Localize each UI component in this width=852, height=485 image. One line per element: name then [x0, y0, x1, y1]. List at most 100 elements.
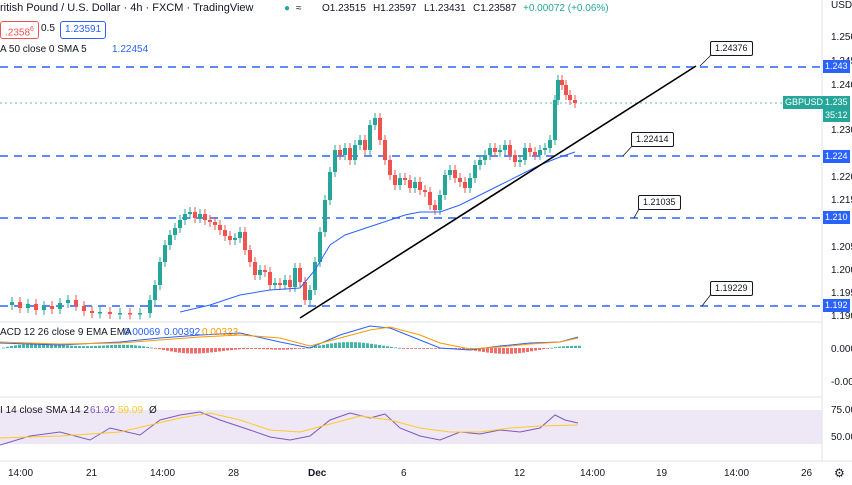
candle-body — [328, 172, 332, 200]
trend-line — [299, 65, 697, 319]
gear-icon[interactable]: ⚙ — [834, 466, 845, 480]
macd-bar — [578, 345, 581, 348]
support-resistance-lines — [0, 66, 822, 307]
macd-bar — [186, 348, 189, 354]
candle-body — [543, 148, 547, 150]
last-price-tag: 1.235 — [823, 96, 850, 109]
macd-bar — [182, 348, 185, 354]
macd-bar — [434, 348, 437, 349]
candle-body — [518, 160, 522, 162]
rsi-label[interactable]: I 14 close SMA 14 2 — [0, 405, 89, 416]
candle-body — [18, 302, 22, 308]
time-tick: 14:00 — [8, 468, 34, 479]
candle-body — [198, 214, 202, 218]
sell-button[interactable]: .23586 — [0, 21, 39, 39]
macd-bar — [230, 348, 233, 351]
callout-1[interactable]: 1.24376 — [710, 41, 753, 56]
sma-line — [179, 151, 576, 313]
candle-body — [538, 150, 542, 155]
macd-bar — [190, 348, 193, 354]
candle-body — [238, 232, 242, 238]
rsi-axis-tick: 75.00 — [831, 405, 852, 416]
buy-button[interactable]: 1.23591 — [60, 21, 107, 39]
candle-body — [193, 212, 197, 218]
candle-body — [468, 178, 472, 188]
macd-bar — [342, 342, 345, 348]
macd-bar — [354, 342, 357, 348]
candle-body — [173, 228, 177, 235]
macd-bar — [250, 348, 253, 349]
macd-bar — [394, 347, 397, 349]
candle-body — [378, 118, 382, 140]
price-tick: 1.205 — [831, 242, 852, 253]
rsi-axis-tick: 50.00 — [831, 432, 852, 443]
macd-bar — [238, 348, 241, 350]
macd-bar — [510, 348, 513, 354]
candle-body — [108, 312, 112, 314]
candle-body — [323, 200, 327, 232]
macd-bar — [274, 348, 277, 350]
green-circle-icon: ● — [284, 3, 291, 14]
macd-bar — [258, 348, 261, 350]
candle-body — [168, 235, 172, 245]
candle-body — [293, 268, 297, 287]
candle-body — [443, 175, 447, 195]
rsi-value-1: 61.92 — [90, 405, 116, 416]
macd-bar — [302, 348, 305, 349]
signal-line — [0, 326, 579, 350]
macd-bar — [162, 348, 165, 350]
candle-body — [183, 214, 187, 220]
callout-2[interactable]: 1.22414 — [631, 132, 674, 147]
macd-bar — [438, 348, 441, 349]
time-tick: 19 — [656, 468, 668, 479]
macd-bar — [22, 344, 25, 348]
candle-body — [358, 140, 362, 145]
price-tick: 1.240 — [831, 80, 852, 91]
macd-bar — [174, 348, 177, 353]
callout-4[interactable]: 1.19229 — [710, 281, 753, 296]
macd-bar — [106, 345, 109, 348]
candle-body — [564, 85, 568, 95]
macd-bar — [298, 348, 301, 349]
macd-axis-tick: 0.000 — [831, 344, 852, 355]
candle-body — [278, 283, 282, 285]
macd-bar — [562, 346, 565, 348]
macd-bar — [334, 342, 337, 348]
candle-body — [283, 280, 287, 285]
macd-value-1: 0.00069 — [124, 327, 161, 338]
macd-bar — [522, 348, 525, 353]
candle-body — [498, 150, 502, 152]
candle-body — [288, 280, 292, 287]
macd-bar — [370, 343, 373, 348]
macd-label[interactable]: ACD 12 26 close 9 EMA EMA — [0, 327, 132, 338]
candle-body — [208, 220, 212, 222]
candle-body — [66, 300, 70, 303]
time-tick: 12 — [514, 468, 526, 479]
sma-indicator-label[interactable]: A 50 close 0 SMA 5 — [0, 44, 87, 55]
candle-body — [533, 152, 537, 155]
currency-label[interactable]: USD — [831, 0, 852, 11]
candle-body — [308, 290, 312, 300]
macd-bar — [278, 348, 281, 350]
macd-bar — [502, 348, 505, 354]
macd-bar — [18, 344, 21, 348]
macd-bar — [198, 348, 201, 354]
candle-body — [26, 304, 30, 308]
macd-bar — [418, 348, 421, 349]
candle-body — [303, 282, 307, 300]
symbol-title[interactable]: ritish Pound / U.S. Dollar · 4h · FXCM ·… — [0, 2, 254, 14]
candle-body — [568, 95, 572, 100]
callout-3[interactable]: 1.21035 — [638, 195, 681, 210]
macd-bar — [218, 348, 221, 352]
macd-bar — [534, 348, 537, 351]
macd-bar — [506, 348, 509, 354]
candle-body — [560, 80, 564, 85]
spread-value: 0.5 — [41, 23, 55, 34]
candle-body — [513, 155, 517, 162]
ohlc-high: H1.23597 — [373, 3, 417, 14]
macd-bar — [78, 346, 81, 348]
candle-body — [228, 236, 232, 240]
macd-bar — [122, 344, 125, 348]
macd-value-3: 0.00323 — [202, 327, 239, 338]
